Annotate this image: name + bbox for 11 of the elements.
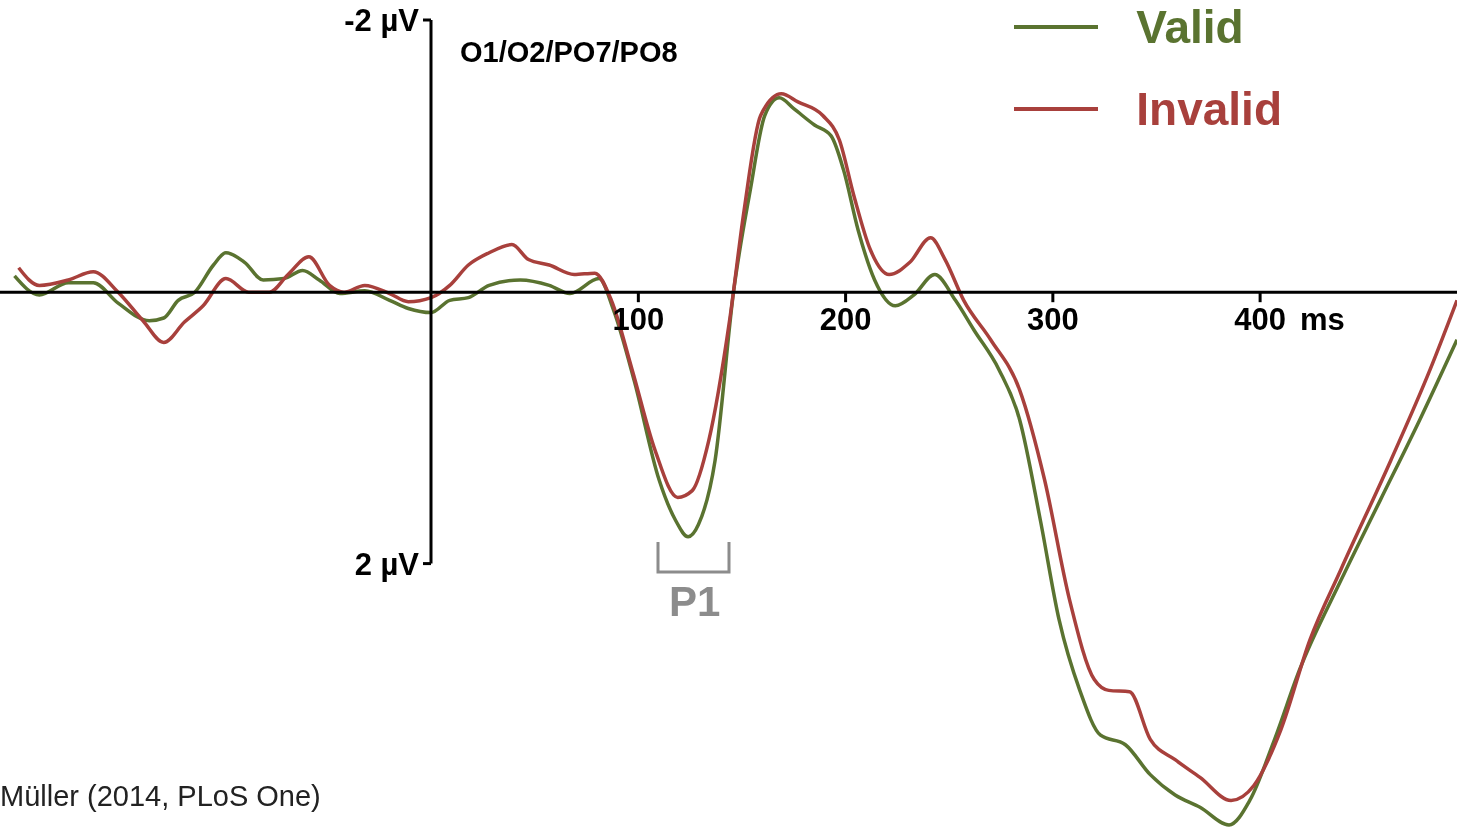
annotation: P1 [669, 578, 722, 626]
y-tick-label: -2 µV [344, 3, 420, 39]
y-tick-label: 2 µV [354, 546, 420, 582]
legend-label: Valid [1136, 0, 1244, 54]
annotation: Müller (2014, PLoS One) [0, 780, 321, 813]
x-tick-label: 200 [819, 302, 872, 338]
text: O1/O2/PO7/PO8 [460, 36, 678, 69]
legend-label: Invalid [1136, 82, 1282, 136]
x-axis-title: ms [1300, 302, 1345, 338]
x-tick-label: 300 [1027, 302, 1079, 338]
x-tick-label: 400 [1234, 302, 1286, 338]
